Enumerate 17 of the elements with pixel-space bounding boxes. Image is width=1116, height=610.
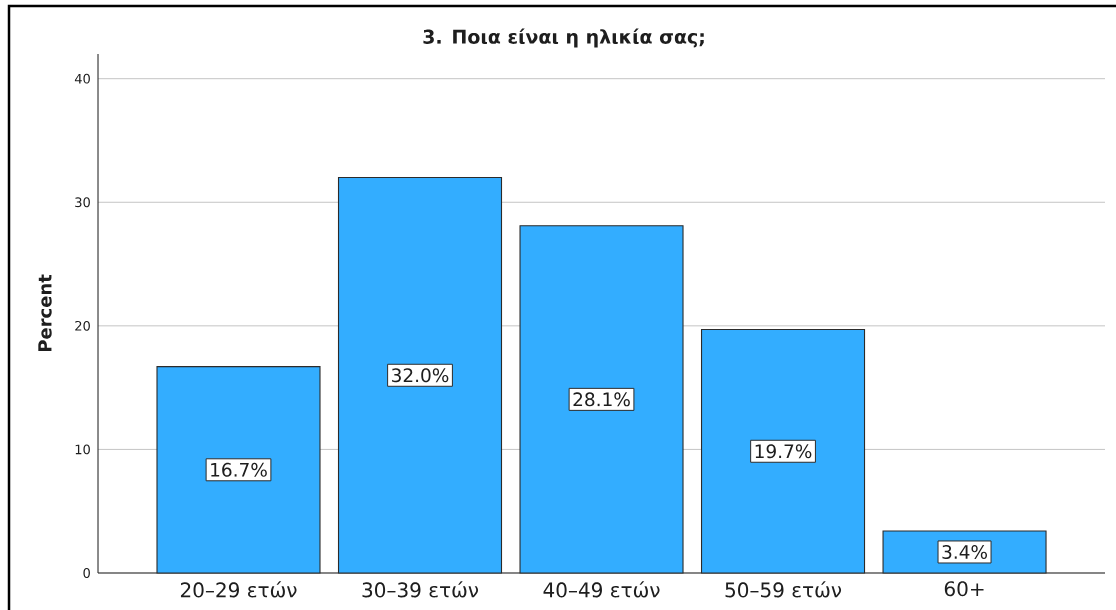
data-label: 16.7% (211, 462, 267, 477)
x-tick-label: 30–39 ετών (362, 581, 479, 598)
data-label: 32.0% (392, 368, 449, 383)
y-tick-label: 40 (74, 73, 90, 84)
data-label: 19.7% (755, 444, 812, 459)
y-tick-label: 20 (75, 320, 90, 331)
chart-title: 3. Ποια είναι η ηλικία σας; (423, 28, 704, 48)
data-label: 28.1% (573, 392, 630, 407)
x-tick-label: 60+ (944, 581, 984, 597)
data-label: 3.4% (942, 544, 988, 559)
y-tick-label: 0 (83, 568, 90, 578)
y-tick-label: 30 (75, 197, 90, 208)
y-tick-label: 10 (75, 444, 90, 455)
x-tick-label: 50–59 ετών (725, 581, 842, 598)
x-tick-label: 20–29 ετών (180, 581, 297, 598)
y-axis-title: Percent (38, 274, 52, 352)
x-tick-label: 40–49 ετών (543, 581, 660, 598)
